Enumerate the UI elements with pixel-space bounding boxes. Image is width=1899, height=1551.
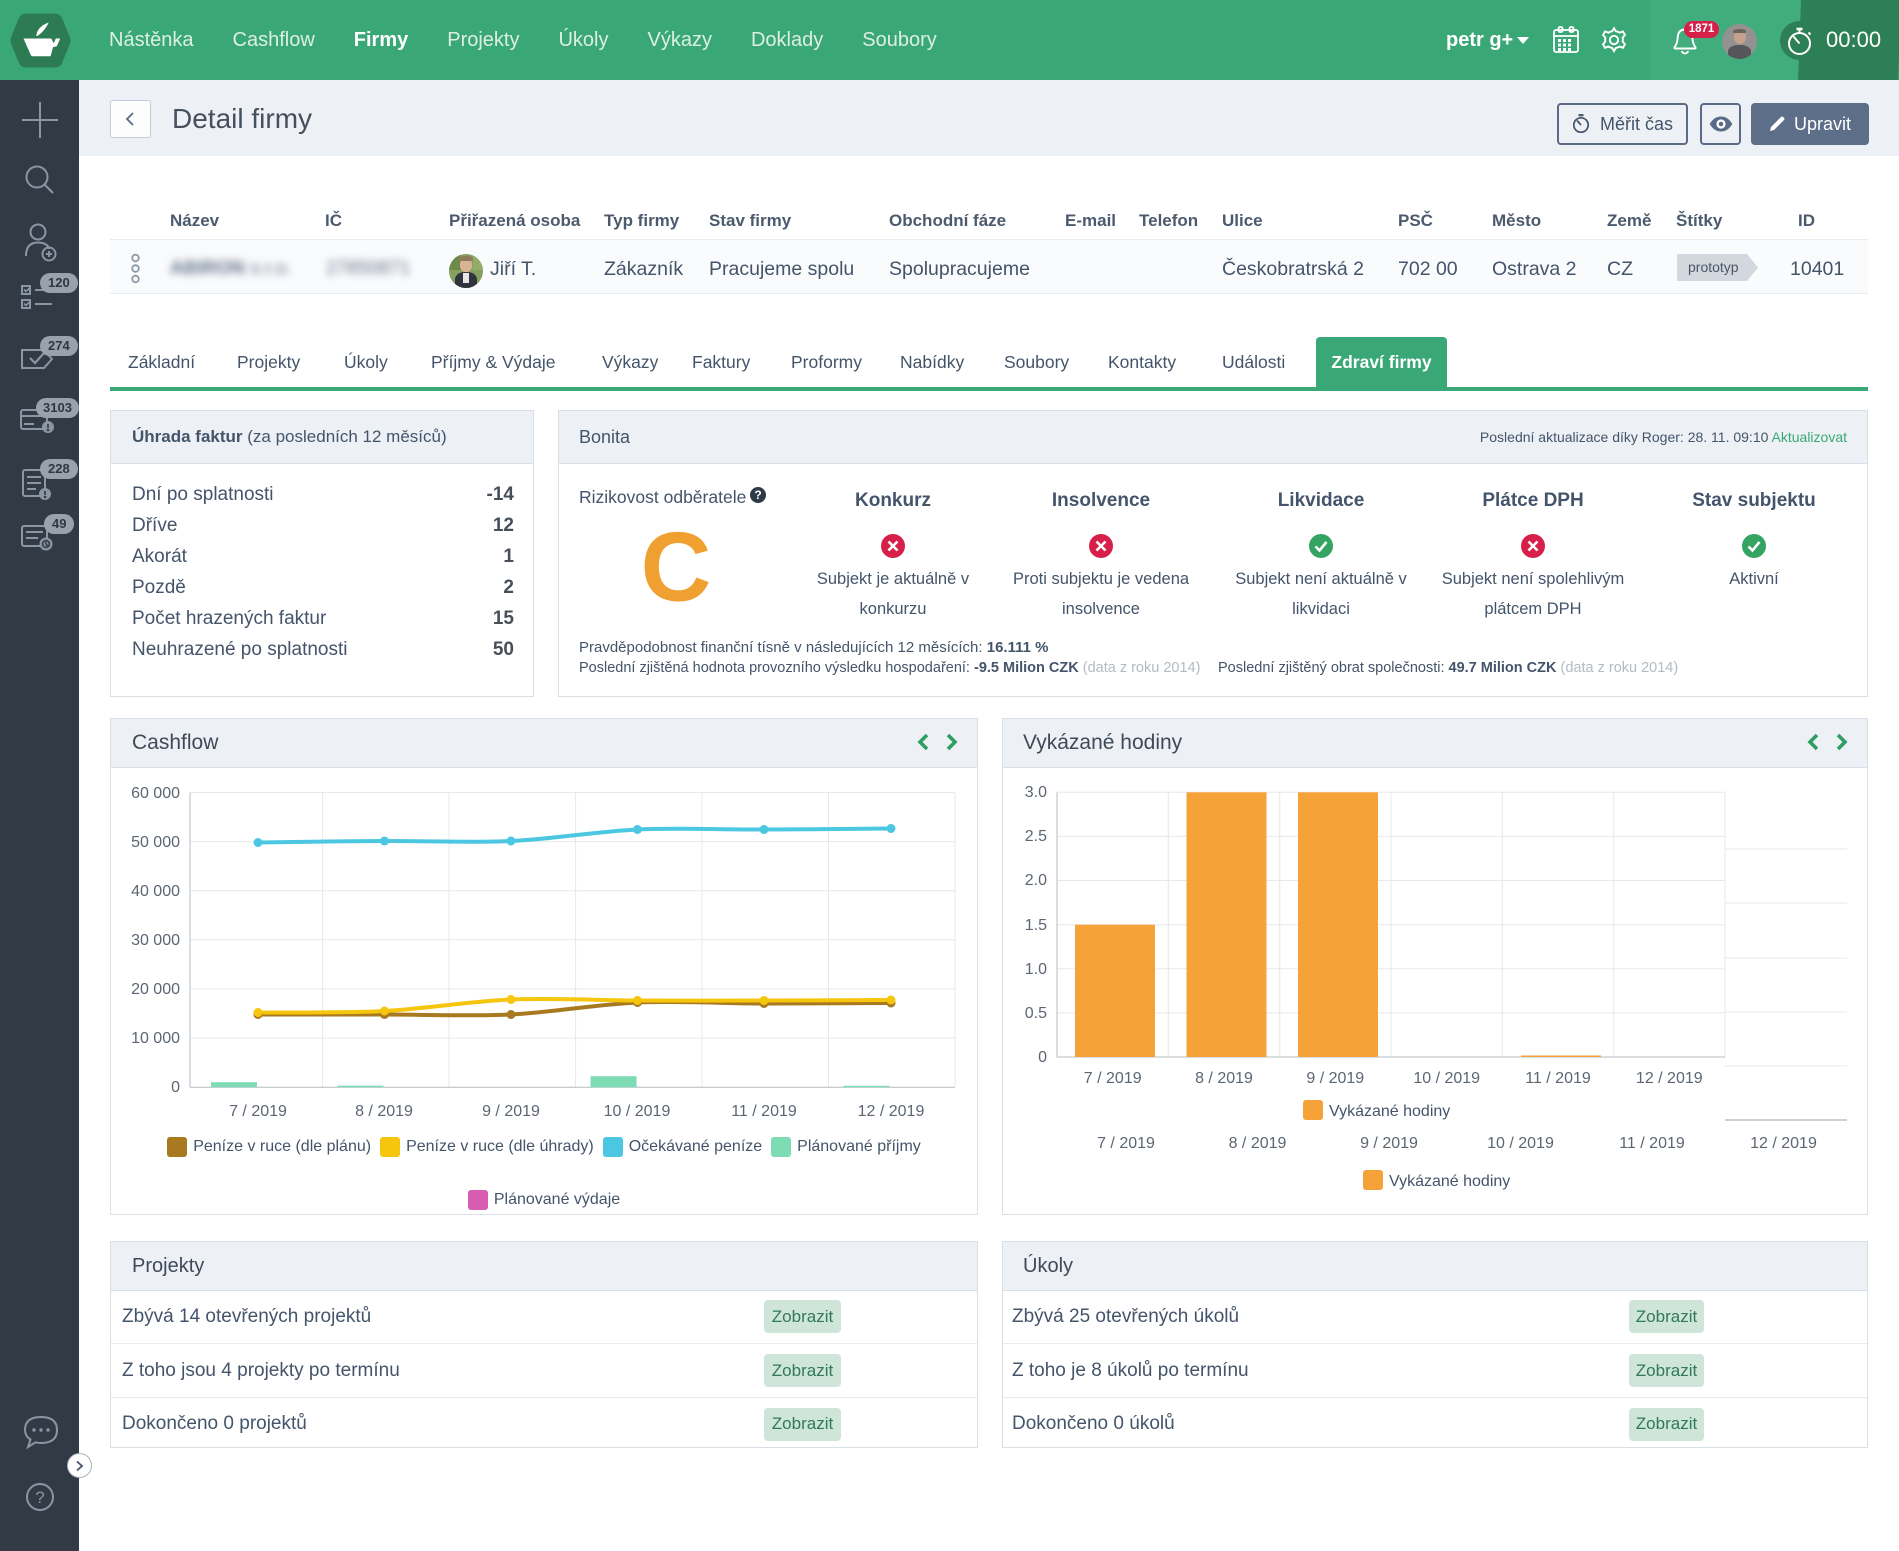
svg-text:0.5: 0.5 [1025,1005,1047,1022]
svg-text:?: ? [35,1488,44,1507]
svg-text:7 / 2019: 7 / 2019 [1084,1070,1142,1087]
svg-text:9 / 2019: 9 / 2019 [482,1103,540,1120]
svg-text:60 000: 60 000 [131,785,180,802]
svg-text:10 / 2019: 10 / 2019 [1413,1070,1480,1087]
svg-text:2.0: 2.0 [1025,872,1047,889]
svg-text:Vykázané hodiny: Vykázané hodiny [1389,1173,1510,1190]
svg-text:20 000: 20 000 [131,981,180,998]
svg-text:12 / 2019: 12 / 2019 [1750,1135,1817,1152]
svg-text:3.0: 3.0 [1025,784,1047,801]
svg-text:8 / 2019: 8 / 2019 [1229,1135,1287,1152]
svg-text:10 000: 10 000 [131,1030,180,1047]
svg-text:7 / 2019: 7 / 2019 [229,1103,287,1120]
svg-text:12 / 2019: 12 / 2019 [1636,1070,1703,1087]
svg-text:40 000: 40 000 [131,883,180,900]
svg-text:8 / 2019: 8 / 2019 [355,1103,413,1120]
svg-text:1.5: 1.5 [1025,917,1047,934]
svg-text:9 / 2019: 9 / 2019 [1306,1070,1364,1087]
svg-text:8 / 2019: 8 / 2019 [1195,1070,1253,1087]
svg-text:0: 0 [171,1079,180,1096]
svg-text:1.0: 1.0 [1025,961,1047,978]
svg-text:30 000: 30 000 [131,932,180,949]
svg-text:2.5: 2.5 [1025,828,1047,845]
svg-text:11 / 2019: 11 / 2019 [1525,1070,1591,1087]
svg-text:11 / 2019: 11 / 2019 [1619,1135,1685,1152]
svg-text:9 / 2019: 9 / 2019 [1360,1135,1418,1152]
svg-text:50 000: 50 000 [131,834,180,851]
svg-text:10 / 2019: 10 / 2019 [1487,1135,1554,1152]
svg-text:12 / 2019: 12 / 2019 [858,1103,925,1120]
svg-text:10 / 2019: 10 / 2019 [604,1103,671,1120]
svg-text:Vykázané hodiny: Vykázané hodiny [1329,1103,1450,1120]
svg-text:0: 0 [1038,1049,1047,1066]
svg-text:11 / 2019: 11 / 2019 [731,1103,797,1120]
svg-text:7 / 2019: 7 / 2019 [1097,1135,1155,1152]
